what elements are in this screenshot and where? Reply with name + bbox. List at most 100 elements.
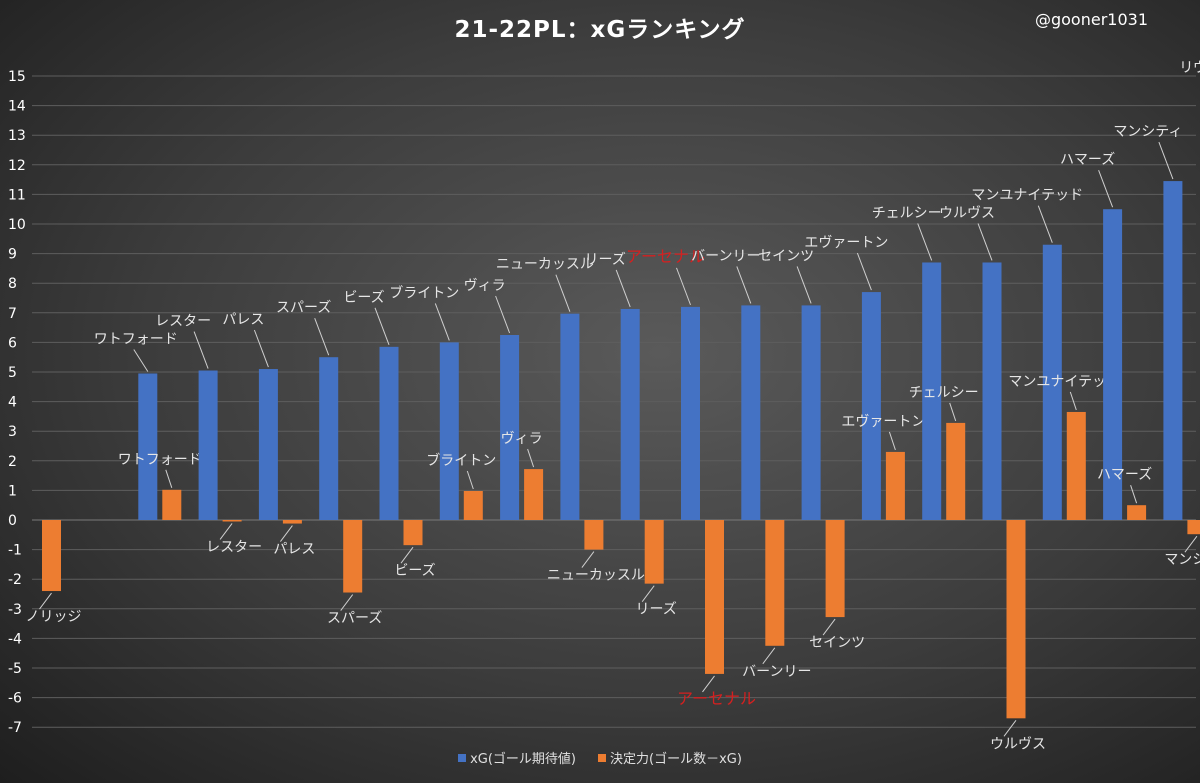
xg-bar	[560, 313, 580, 520]
xg-bar	[620, 308, 640, 520]
xg-team-label: チェルシー	[872, 205, 942, 221]
finishing-bar	[644, 520, 664, 584]
finishing-bar	[1127, 505, 1147, 520]
xg-leader-line	[133, 349, 149, 372]
finishing-team-label: マンユナイテッド	[1008, 374, 1120, 390]
xg-leader-line	[676, 267, 691, 306]
finishing-leader-line	[400, 546, 414, 564]
xg-bar	[258, 369, 278, 520]
y-tick-label: -6	[8, 691, 22, 707]
finishing-leader-line	[1184, 535, 1198, 553]
xg-leader-line	[1037, 205, 1053, 243]
finishing-leader-line	[641, 585, 655, 602]
xg-team-label: リヴァプール	[1179, 59, 1200, 76]
xg-team-label: アーセナル	[626, 247, 705, 266]
xg-leader-line	[434, 303, 450, 341]
xg-team-label: ブライトン	[389, 284, 459, 301]
xg-leader-line	[374, 307, 390, 346]
xg-bar	[681, 306, 700, 520]
finishing-team-label: マンシティ	[1164, 552, 1200, 568]
finishing-leader-line	[466, 470, 474, 490]
finishing-bar	[162, 489, 182, 520]
legend-item-finishing: 決定力(ゴール数－xG)	[598, 748, 742, 767]
legend: xG(ゴール期待値) 決定力(ゴール数－xG)	[0, 748, 1200, 767]
finishing-leader-line	[702, 675, 715, 693]
y-tick-label: 8	[8, 276, 17, 292]
xg-bar	[801, 305, 821, 520]
y-tick-label: -4	[8, 631, 22, 647]
xg-bar	[198, 370, 218, 520]
y-tick-label: 10	[8, 217, 26, 233]
y-tick-label: 14	[8, 99, 26, 115]
finishing-team-label: ブライトン	[426, 452, 496, 469]
finishing-team-label: ビーズ	[394, 563, 435, 579]
finishing-leader-line	[165, 469, 173, 488]
finishing-team-label: リーズ	[636, 602, 677, 618]
xg-bar	[982, 262, 1002, 520]
finishing-team-label: ワトフォード	[118, 452, 202, 468]
legend-swatch-xg	[458, 753, 467, 762]
finishing-leader-line	[1130, 485, 1138, 504]
xg-leader-line	[1158, 141, 1174, 180]
xg-team-label: レスター	[155, 314, 211, 330]
xg-leader-line	[856, 252, 872, 291]
xg-team-label: パレス	[222, 312, 264, 328]
finishing-bar	[584, 520, 604, 550]
y-tick-label: 12	[8, 158, 26, 174]
finishing-team-label: アーセナル	[677, 689, 756, 708]
finishing-bar	[403, 520, 423, 546]
finishing-leader-line	[1069, 391, 1077, 411]
finishing-bar	[222, 520, 242, 522]
xg-bar	[922, 262, 942, 520]
xg-team-label: ビーズ	[343, 290, 384, 306]
y-tick-label: -3	[8, 602, 22, 618]
finishing-bar	[282, 520, 302, 524]
y-tick-label: 11	[8, 187, 26, 203]
xg-leader-line	[495, 295, 511, 334]
y-tick-label: 0	[8, 513, 17, 529]
y-tick-label: 9	[8, 247, 17, 263]
xg-team-label: ニューカッスル	[496, 257, 594, 273]
finishing-leader-line	[888, 431, 896, 451]
finishing-team-label: ヴィラ	[501, 430, 543, 447]
legend-label-finishing: 決定力(ゴール数－xG)	[610, 752, 742, 767]
finishing-bar	[524, 469, 544, 520]
y-tick-label: 4	[8, 395, 17, 411]
xg-bar	[379, 346, 399, 520]
finishing-team-label: ウルヴス	[990, 735, 1046, 752]
xg-bar	[1163, 181, 1183, 520]
xg-leader-line	[1098, 170, 1114, 208]
finishing-bar	[885, 451, 905, 520]
finishing-leader-line	[581, 551, 595, 568]
xg-leader-line	[193, 331, 209, 369]
finishing-leader-line	[762, 647, 776, 665]
y-tick-label: -5	[8, 661, 22, 677]
y-tick-label: -2	[8, 572, 22, 588]
xg-team-label: ウルヴス	[939, 204, 995, 221]
finishing-team-label: レスター	[206, 539, 262, 555]
finishing-team-label: エヴァートン	[841, 413, 925, 430]
xg-leader-line	[796, 266, 812, 304]
y-tick-label: 1	[8, 483, 17, 499]
finishing-bar	[1066, 411, 1086, 520]
y-tick-label: 5	[8, 365, 17, 381]
finishing-team-label: バーンリー	[742, 664, 811, 680]
finishing-team-label: ニューカッスル	[547, 568, 645, 584]
xg-team-label: ハマーズ	[1060, 152, 1115, 168]
xg-leader-line	[917, 223, 933, 261]
legend-item-xg: xG(ゴール期待値)	[458, 748, 576, 767]
finishing-leader-line	[527, 448, 535, 468]
xg-team-label: マンユナイテッド	[971, 188, 1083, 204]
finishing-bar	[765, 520, 785, 646]
finishing-team-label: ノリッジ	[26, 609, 82, 625]
y-tick-label: -1	[8, 543, 22, 559]
y-tick-label: 7	[8, 306, 17, 322]
finishing-team-label: パレス	[273, 542, 315, 558]
finishing-leader-line	[39, 592, 52, 610]
xg-team-label: スパーズ	[276, 300, 331, 316]
finishing-leader-line	[822, 618, 836, 636]
xg-bar	[1103, 209, 1123, 520]
xg-leader-line	[977, 223, 993, 261]
y-tick-label: 6	[8, 335, 17, 351]
